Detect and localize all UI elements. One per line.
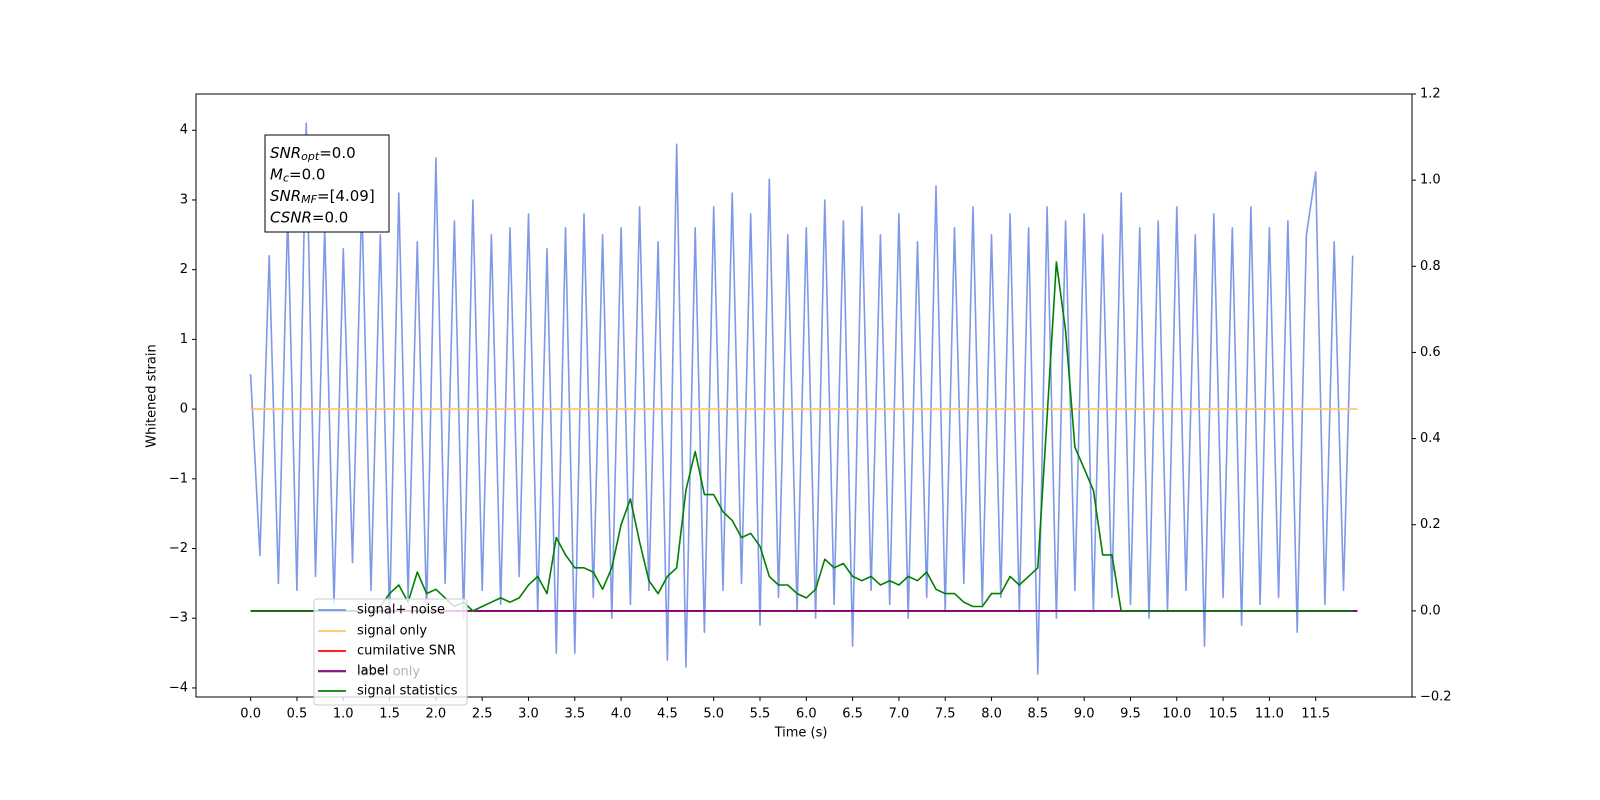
series-line	[250, 261, 1353, 612]
annotation-value: =0.0	[312, 208, 348, 226]
x-tick-label: 5.5	[750, 707, 771, 722]
x-tick-label: 11.0	[1255, 707, 1284, 722]
y2-tick-label: 1.2	[1420, 87, 1441, 102]
x-tick-label: 2.0	[426, 707, 447, 722]
x-tick-label: 1.0	[333, 707, 354, 722]
y-axis-label: Whitened strain	[145, 344, 160, 447]
x-axis-label: Time (s)	[774, 726, 828, 741]
x-tick-label: 3.0	[518, 707, 539, 722]
annotation-subscript: c	[283, 172, 289, 185]
x-tick-label: 3.5	[564, 707, 585, 722]
y-tick-label: 4	[180, 123, 188, 138]
y-tick-label: −1	[169, 471, 188, 486]
y2-tick-label: 0.6	[1420, 345, 1441, 360]
x-tick-label: 11.5	[1301, 707, 1330, 722]
y-tick-label: 1	[180, 332, 188, 347]
x-tick-label: 8.0	[981, 707, 1002, 722]
y2-tick-label: 0.4	[1420, 431, 1441, 446]
legend-label: signal+ noise	[357, 603, 445, 618]
annotation-value: =0.0	[289, 165, 325, 183]
x-tick-label: 10.0	[1162, 707, 1191, 722]
x-tick-label: 7.5	[935, 707, 956, 722]
annotation: SNRopt=0.0	[270, 144, 356, 164]
x-tick-label: 2.5	[472, 707, 493, 722]
annotation-value: =[4.09]	[317, 187, 375, 205]
x-tick-label: 6.0	[796, 707, 817, 722]
annotation-subscript: MF	[301, 193, 317, 206]
x-tick-label: 1.5	[379, 707, 400, 722]
y-tick-label: 0	[180, 402, 188, 417]
legend-item: signal+ noise	[318, 603, 445, 618]
y2-tick-label: 0.0	[1420, 603, 1441, 618]
legend-label: signal only	[357, 624, 427, 639]
y2-tick-label: 0.2	[1420, 517, 1441, 532]
y2-tick-label: −0.2	[1420, 690, 1452, 705]
annotation-symbol: CSNR	[270, 208, 312, 226]
annotation-box	[264, 134, 390, 233]
annotation: SNRMF=[4.09]	[270, 187, 375, 207]
x-tick-label: 5.0	[703, 707, 724, 722]
series-line	[249, 122, 1354, 675]
legend-box	[313, 598, 468, 706]
legend-label: signal statistics	[357, 684, 458, 699]
legend-label: label	[357, 664, 388, 679]
x-tick-label: 8.5	[1028, 707, 1049, 722]
y2-tick-label: 0.8	[1420, 259, 1441, 274]
annotation: CSNR=0.0	[270, 208, 348, 226]
y-tick-label: −3	[169, 611, 188, 626]
annotation-subscript: opt	[301, 150, 320, 163]
x-tick-label: 0.5	[287, 707, 308, 722]
legend-label: cumilative SNR	[357, 644, 456, 659]
y-tick-label: 3	[180, 192, 188, 207]
legend-item: signal only	[318, 624, 427, 639]
legend-item: label only	[318, 665, 420, 680]
x-tick-label: 10.5	[1209, 707, 1238, 722]
x-tick-label: 9.0	[1074, 707, 1095, 722]
annotation-value: =0.0	[319, 144, 355, 162]
y-tick-label: 2	[180, 262, 188, 277]
x-tick-label: 4.0	[611, 707, 632, 722]
y-tick-label: −2	[169, 541, 188, 556]
annotation-symbol: M	[270, 165, 283, 183]
legend-item: signal statistics	[318, 684, 458, 699]
x-tick-label: 6.5	[842, 707, 863, 722]
x-tick-label: 7.0	[889, 707, 910, 722]
annotation-symbol: SNR	[270, 187, 301, 205]
x-tick-label: 0.0	[240, 707, 261, 722]
y-tick-label: −4	[169, 680, 188, 695]
legend-item: label	[318, 664, 388, 679]
x-tick-label: 9.5	[1120, 707, 1141, 722]
annotation-symbol: SNR	[270, 144, 301, 162]
legend-item: cumilative SNR	[318, 644, 456, 659]
annotation: Mc=0.0	[270, 165, 325, 185]
x-tick-label: 4.5	[657, 707, 678, 722]
y2-tick-label: 1.0	[1420, 173, 1441, 188]
plot-frame	[195, 93, 1413, 698]
legend-label: label only	[357, 665, 420, 680]
